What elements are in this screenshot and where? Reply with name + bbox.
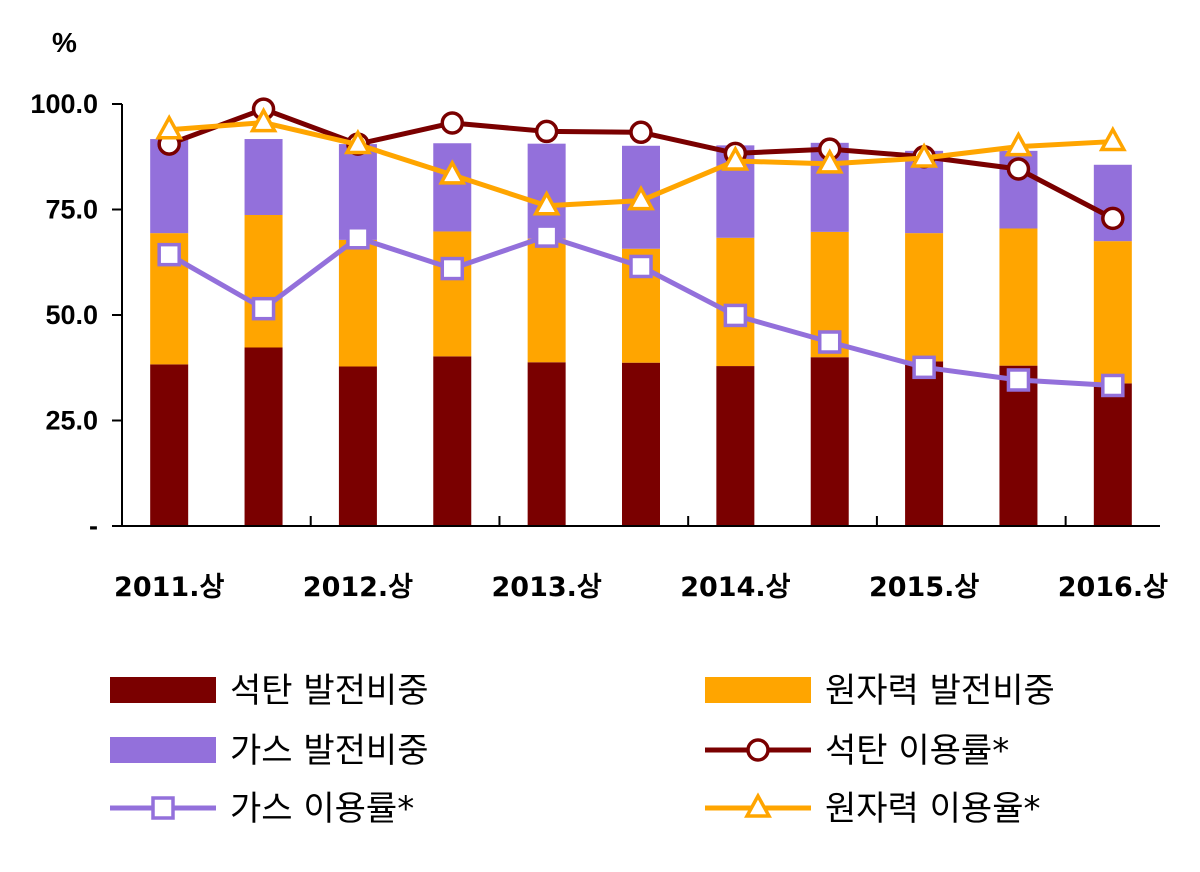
bar-석탄-발전비중-2011.상 bbox=[150, 364, 189, 526]
x-tick-label: 2014.상 bbox=[680, 572, 790, 603]
point-원자력-이용율-2013.상 bbox=[532, 190, 561, 216]
legend-label: 가스 이용률* bbox=[230, 789, 414, 829]
x-category-labels: 2011.상 2012.상 2013.상 2014.상 2015.상 2016.상 bbox=[114, 516, 1168, 603]
bar-석탄-발전비중-2015.하 bbox=[999, 365, 1038, 526]
bar-가스-발전비중-2011.하 bbox=[244, 139, 283, 215]
bar-석탄-발전비중-2012.상 bbox=[338, 366, 377, 526]
y-tick-label: 25.0 bbox=[45, 406, 98, 436]
point-원자력-이용율-2016.상 bbox=[1098, 125, 1127, 152]
bar-원자력-발전비중-2016.상 bbox=[1093, 241, 1132, 384]
bar-가스-발전비중-2012.상 bbox=[338, 144, 377, 240]
y-tick-label: 75.0 bbox=[45, 195, 98, 225]
point-가스-이용률-2013.상 bbox=[534, 224, 559, 248]
y-tick-label: 50.0 bbox=[45, 300, 98, 330]
point-원자력-이용율-2014.상 bbox=[721, 145, 750, 171]
point-석탄-이용률-2015.하 bbox=[1006, 157, 1031, 181]
bar-석탄-발전비중-2014.하 bbox=[810, 357, 849, 526]
y-tick-label: 100.0 bbox=[30, 89, 98, 119]
bars-layer bbox=[150, 139, 1132, 526]
point-원자력-이용율-2011.상 bbox=[155, 114, 184, 140]
point-석탄-이용률-2012.하 bbox=[440, 111, 465, 135]
legend-item-석탄-발전비중: 석탄 발전비중 bbox=[110, 671, 429, 711]
legend-label: 원자력 이용율* bbox=[825, 789, 1041, 829]
point-가스-이용률-2012.상 bbox=[346, 226, 370, 250]
bar-원자력-발전비중-2013.상 bbox=[527, 238, 566, 363]
legend-item-가스-이용률: 가스 이용률* bbox=[110, 789, 414, 829]
x-tick-label: 2015.상 bbox=[869, 572, 979, 603]
point-원자력-이용율-2013.하 bbox=[627, 185, 655, 211]
point-원자력-이용율-2015.상 bbox=[910, 142, 939, 168]
legend-item-원자력-발전비중: 원자력 발전비중 bbox=[705, 671, 1055, 711]
point-가스-이용률-2011.상 bbox=[157, 242, 181, 267]
bar-원자력-발전비중-2015.상 bbox=[905, 233, 944, 362]
bar-석탄-발전비중-2013.상 bbox=[527, 362, 566, 526]
lines-layer bbox=[155, 97, 1127, 398]
point-가스-이용률-2016.상 bbox=[1101, 373, 1125, 398]
line-series-가스-이용률 bbox=[157, 224, 1125, 398]
bar-원자력-발전비중-2012.상 bbox=[338, 239, 377, 367]
legend-label: 원자력 발전비중 bbox=[825, 671, 1055, 711]
point-석탄-이용률-2013.상 bbox=[534, 119, 559, 144]
legend-swatch bbox=[110, 677, 216, 703]
point-원자력-이용율-2012.하 bbox=[438, 159, 467, 185]
legend-swatch bbox=[705, 677, 811, 703]
bar-석탄-발전비중-2014.상 bbox=[716, 366, 755, 526]
bar-석탄-발전비중-2016.상 bbox=[1093, 383, 1132, 526]
point-가스-이용률-2015.하 bbox=[1006, 368, 1031, 392]
bar-석탄-발전비중-2011.하 bbox=[244, 347, 283, 526]
legend-marker bbox=[151, 796, 175, 820]
point-원자력-이용율-2015.하 bbox=[1004, 130, 1033, 157]
point-가스-이용률-2011.하 bbox=[251, 296, 276, 321]
bar-원자력-발전비중-2015.하 bbox=[999, 228, 1038, 366]
point-원자력-이용율-2014.하 bbox=[815, 148, 844, 174]
legend-item-원자력-이용율: 원자력 이용율* bbox=[705, 789, 1041, 829]
line-series-원자력-이용율 bbox=[155, 106, 1127, 216]
bar-원자력-발전비중-2011.하 bbox=[244, 214, 283, 348]
legend-label: 석탄 이용률* bbox=[825, 731, 1009, 771]
bar-석탄-발전비중-2012.하 bbox=[433, 356, 472, 526]
point-가스-이용률-2014.상 bbox=[723, 303, 748, 328]
x-tick-label: 2011.상 bbox=[114, 572, 224, 603]
y-ticks: - 25.0 50.0 75.0 100.0 bbox=[30, 89, 122, 541]
legend-item-석탄-이용률: 석탄 이용률* bbox=[705, 731, 1009, 771]
point-가스-이용률-2013.하 bbox=[629, 254, 653, 279]
bar-원자력-발전비중-2014.상 bbox=[716, 237, 755, 367]
point-가스-이용률-2012.하 bbox=[440, 256, 465, 281]
point-석탄-이용률-2016.상 bbox=[1101, 206, 1125, 231]
bar-석탄-발전비중-2013.하 bbox=[622, 362, 660, 526]
x-tick-label: 2016.상 bbox=[1058, 572, 1168, 603]
point-가스-이용률-2014.하 bbox=[817, 330, 842, 354]
bar-원자력-발전비중-2012.하 bbox=[433, 231, 472, 357]
legend-marker bbox=[746, 738, 770, 762]
legend-label: 석탄 발전비중 bbox=[230, 671, 429, 711]
x-tick-label: 2013.상 bbox=[492, 572, 602, 603]
x-tick-label: 2012.상 bbox=[303, 572, 413, 603]
y-tick-label: - bbox=[89, 511, 98, 541]
point-가스-이용률-2015.상 bbox=[912, 355, 936, 380]
point-원자력-이용율-2012.상 bbox=[343, 128, 372, 155]
legend-marker bbox=[744, 792, 772, 818]
bar-가스-발전비중-2012.하 bbox=[433, 143, 472, 232]
legend-swatch bbox=[110, 737, 216, 763]
y-axis-unit: % bbox=[52, 27, 77, 58]
legend-label: 가스 발전비중 bbox=[230, 731, 429, 771]
point-석탄-이용률-2013.하 bbox=[629, 120, 653, 145]
legend-item-가스-발전비중: 가스 발전비중 bbox=[110, 731, 429, 771]
point-원자력-이용율-2011.하 bbox=[249, 106, 278, 133]
bar-석탄-발전비중-2015.상 bbox=[905, 361, 944, 526]
